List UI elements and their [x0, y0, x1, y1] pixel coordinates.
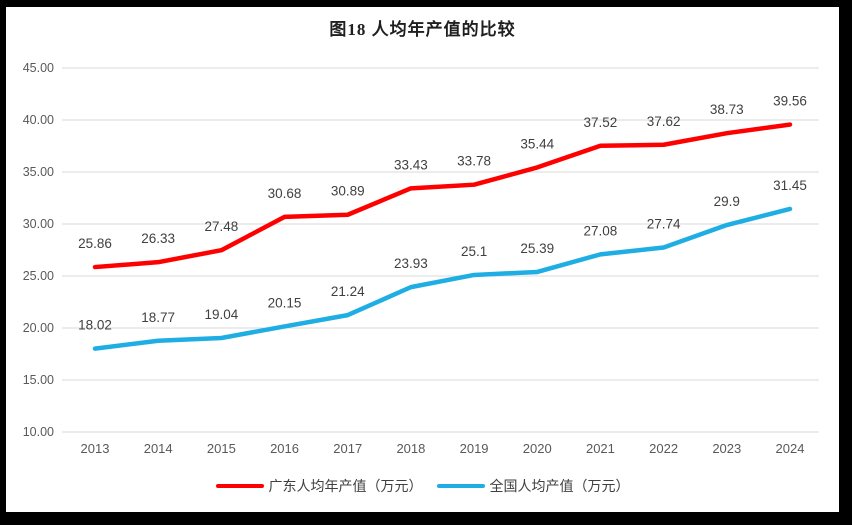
data-label: 38.73 — [710, 102, 744, 117]
x-tick-label: 2017 — [333, 441, 362, 456]
data-label: 31.45 — [773, 178, 807, 193]
legend-label-national: 全国人均产值（万元） — [489, 478, 630, 494]
data-label: 18.02 — [78, 318, 112, 333]
data-label: 25.39 — [520, 241, 554, 256]
legend-label-guangdong: 广东人均年产值（万元） — [268, 478, 423, 494]
x-tick-label: 2019 — [460, 441, 489, 456]
x-tick-label: 2016 — [270, 441, 299, 456]
x-tick-label: 2013 — [81, 441, 110, 456]
x-tick-label: 2015 — [207, 441, 236, 456]
legend-swatch-guangdong-line — [215, 484, 264, 488]
data-label: 37.52 — [584, 115, 618, 130]
y-tick-label: 10.00 — [23, 425, 54, 439]
legend-item-guangdong: 广东人均年产值（万元） — [215, 476, 423, 496]
legend-item-national: 全国人均产值（万元） — [436, 476, 630, 496]
data-label: 33.78 — [457, 154, 491, 169]
y-tick-label: 30.00 — [23, 217, 54, 231]
data-label: 30.89 — [331, 184, 365, 199]
data-label: 18.77 — [141, 310, 175, 325]
data-label: 27.48 — [204, 219, 238, 234]
y-tick-label: 20.00 — [23, 321, 54, 335]
legend-swatch-national-line — [436, 484, 485, 488]
data-label: 33.43 — [394, 157, 428, 172]
data-label: 27.74 — [647, 217, 681, 232]
x-tick-label: 2021 — [586, 441, 615, 456]
x-tick-label: 2018 — [396, 441, 425, 456]
x-tick-label: 2014 — [144, 441, 173, 456]
data-label: 25.1 — [461, 244, 487, 259]
data-label: 19.04 — [204, 307, 238, 322]
data-label: 20.15 — [268, 295, 302, 310]
chart-title: 图18 人均年产值的比较 — [329, 20, 516, 39]
data-label: 30.68 — [268, 186, 302, 201]
data-label: 23.93 — [394, 256, 428, 271]
x-tick-label: 2024 — [776, 441, 805, 456]
data-label: 26.33 — [141, 231, 175, 246]
chart-canvas: 10.00 15.00 20.00 25.00 30.00 35.00 40.00 45.00… — [23, 61, 819, 456]
x-tick-label: 2020 — [523, 441, 552, 456]
data-label: 39.56 — [773, 94, 807, 109]
data-label: 25.86 — [78, 236, 112, 251]
series-line-1 — [92, 206, 793, 351]
chart-legend: 广东人均年产值（万元） 全国人均产值（万元） — [6, 476, 839, 496]
y-tick-label: 35.00 — [23, 165, 54, 179]
data-label: 37.62 — [647, 114, 681, 129]
data-label: 35.44 — [520, 136, 554, 151]
y-tick-label: 40.00 — [23, 113, 54, 127]
series-line-0 — [92, 122, 793, 270]
y-tick-label: 25.00 — [23, 269, 54, 283]
data-label: 29.9 — [714, 194, 740, 209]
y-tick-label: 15.00 — [23, 373, 54, 387]
x-tick-label: 2022 — [649, 441, 678, 456]
y-tick-label: 45.00 — [23, 61, 54, 75]
data-label: 27.08 — [584, 223, 618, 238]
data-label: 21.24 — [331, 284, 365, 299]
x-tick-label: 2023 — [712, 441, 741, 456]
chart-area: 图18 人均年产值的比较 10.00 15.00 20.00 25.00 30.00 35… — [6, 7, 839, 512]
